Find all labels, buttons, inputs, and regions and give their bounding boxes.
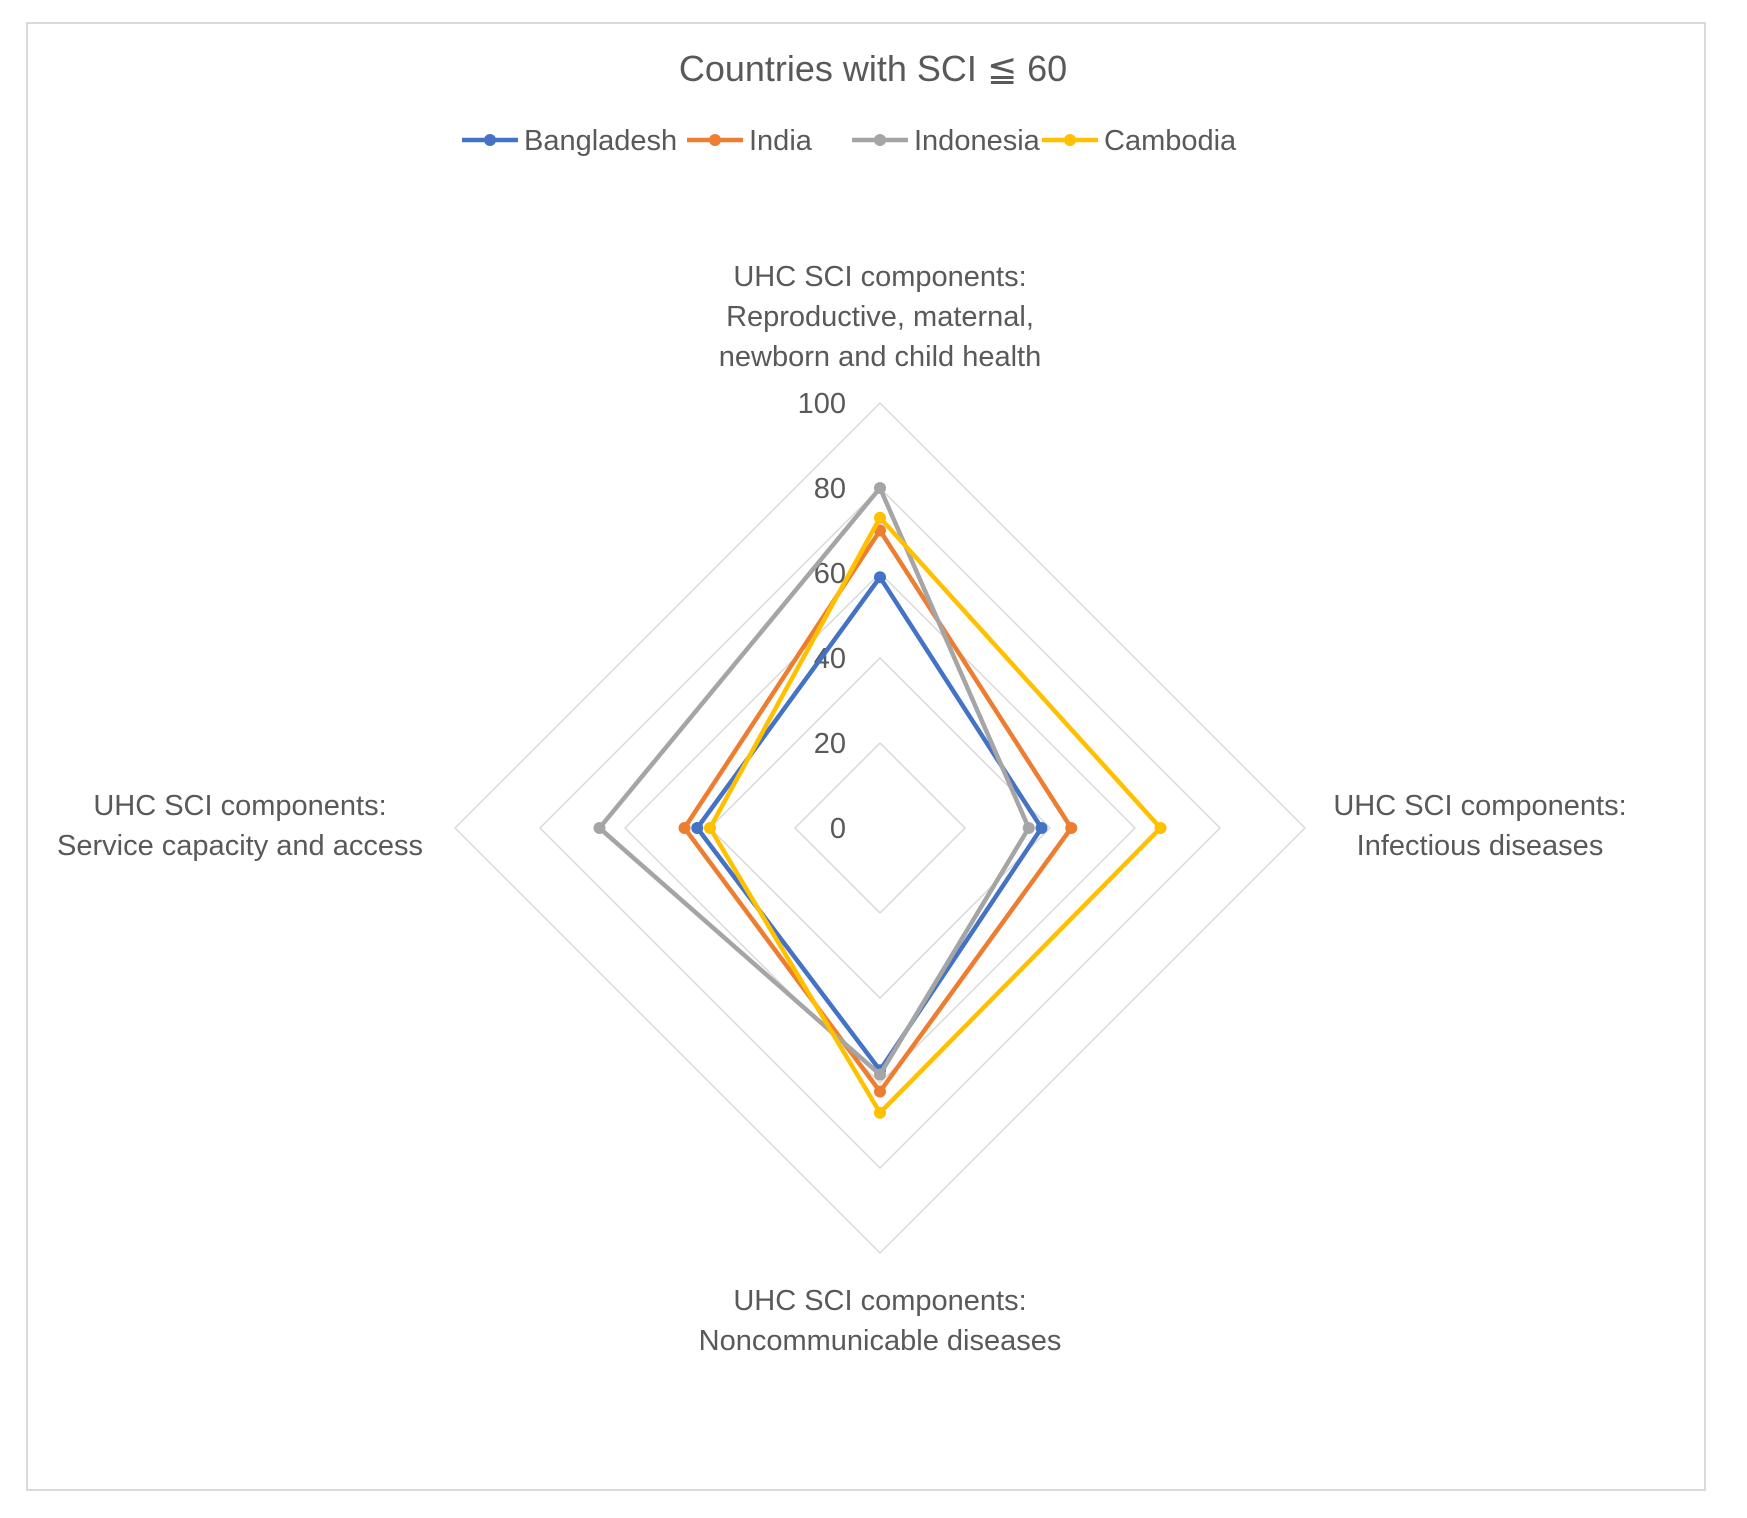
legend-item-bangladesh[interactable]: Bangladesh xyxy=(462,125,677,157)
axis-label-0-line-1: Reproductive, maternal, xyxy=(726,301,1034,333)
series-cambodia xyxy=(704,511,1167,1119)
tick-label-20: 20 xyxy=(814,728,846,760)
axis-label-3-line-1: Service capacity and access xyxy=(57,830,423,862)
legend-item-cambodia[interactable]: Cambodia xyxy=(1042,125,1237,157)
legend-item-india[interactable]: India xyxy=(687,125,813,157)
axis-label-0-line-2: newborn and child health xyxy=(719,341,1041,373)
data-point-cambodia-2 xyxy=(874,1106,886,1119)
tick-label-0: 0 xyxy=(830,813,846,845)
grid-ring-60 xyxy=(623,571,1137,1085)
axis-label-2-line-1: Noncommunicable diseases xyxy=(699,1325,1062,1357)
legend-label: Indonesia xyxy=(914,125,1041,157)
legend-swatch-marker xyxy=(709,134,721,146)
grid-ring-100 xyxy=(453,401,1307,1255)
series-indonesia xyxy=(593,482,1035,1081)
data-point-cambodia-1 xyxy=(1154,822,1167,834)
data-point-indonesia-0 xyxy=(874,482,886,494)
legend-label: Cambodia xyxy=(1104,125,1237,157)
axis-label-3: UHC SCI components: Service capacity and … xyxy=(57,790,423,862)
legend-swatch-marker xyxy=(1064,134,1076,146)
axis-label-1-line-0: UHC SCI components: xyxy=(1333,790,1626,822)
data-point-india-3 xyxy=(678,822,691,834)
series-line-india xyxy=(682,528,1074,1094)
data-point-bangladesh-1 xyxy=(1035,822,1048,834)
radar-grid xyxy=(453,401,1307,1255)
grid-ring-80 xyxy=(538,486,1222,1170)
grid-ring-20 xyxy=(793,741,967,915)
series-india xyxy=(678,524,1078,1098)
axis-label-0: UHC SCI components: Reproductive, materna… xyxy=(719,261,1041,373)
legend-swatch-marker xyxy=(484,134,496,146)
series-line-bangladesh xyxy=(695,575,1044,1073)
data-point-cambodia-3 xyxy=(704,822,716,834)
axis-label-2: UHC SCI components: Noncommunicable disea… xyxy=(699,1285,1062,1357)
axis-label-3-line-0: UHC SCI components: xyxy=(93,790,386,822)
legend-label: Bangladesh xyxy=(524,125,677,157)
legend: Bangladesh India Indonesia Cambodia xyxy=(462,125,1237,157)
series-group xyxy=(593,482,1167,1119)
data-point-indonesia-1 xyxy=(1022,822,1035,834)
data-point-cambodia-0 xyxy=(874,511,886,524)
data-point-indonesia-2 xyxy=(874,1068,886,1081)
data-point-bangladesh-0 xyxy=(874,571,886,584)
data-point-india-2 xyxy=(874,1085,886,1098)
axis-label-2-line-0: UHC SCI components: xyxy=(733,1285,1026,1317)
axis-label-1: UHC SCI components: Infectious diseases xyxy=(1333,790,1626,862)
series-line-cambodia xyxy=(707,515,1163,1115)
data-point-india-1 xyxy=(1065,822,1078,834)
tick-label-100: 100 xyxy=(798,388,846,420)
axis-label-0-line-0: UHC SCI components: xyxy=(733,261,1026,293)
tick-label-80: 80 xyxy=(814,473,846,505)
axis-labels: UHC SCI components: Reproductive, materna… xyxy=(57,261,1627,1357)
legend-item-indonesia[interactable]: Indonesia xyxy=(852,125,1041,157)
data-point-indonesia-3 xyxy=(593,822,606,834)
legend-label: India xyxy=(749,125,813,157)
axis-label-1-line-1: Infectious diseases xyxy=(1357,830,1604,862)
grid-ring-40 xyxy=(708,656,1052,1000)
chart-title: Countries with SCI ≦ 60 xyxy=(679,48,1067,89)
data-point-bangladesh-3 xyxy=(691,822,704,834)
legend-swatch-marker xyxy=(874,134,886,146)
